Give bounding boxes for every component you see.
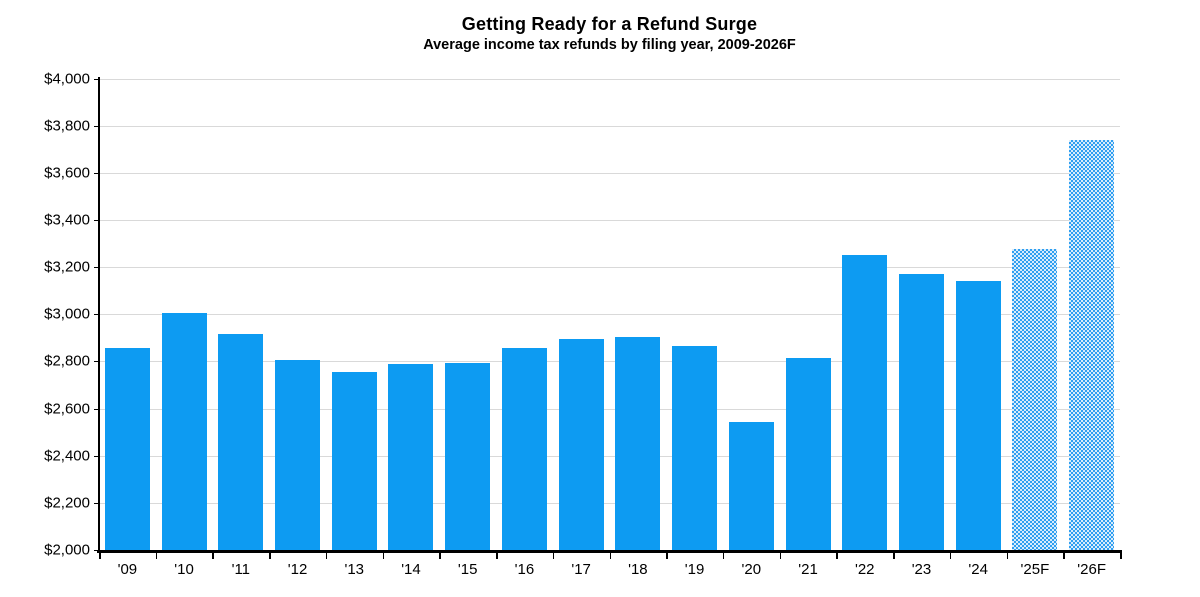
x-axis-tick: [325, 552, 328, 559]
bar-22: [842, 255, 888, 550]
x-axis-tick: [155, 552, 158, 559]
bar-11: [218, 334, 264, 550]
x-axis-tick: [269, 552, 271, 559]
bar-23: [898, 274, 944, 550]
bar-18: [615, 336, 661, 550]
chart-subtitle: Average income tax refunds by filing yea…: [423, 37, 796, 53]
y-axis-tick: [94, 455, 100, 457]
x-axis-label: '22: [854, 561, 875, 578]
x-axis-label: '12: [287, 561, 308, 578]
bar-26F: [1069, 139, 1115, 550]
y-axis-label: $3,400: [44, 211, 90, 229]
bar-10: [161, 313, 207, 550]
y-axis-tick: [94, 219, 100, 221]
x-axis-tick: [439, 552, 441, 559]
y-axis-label: $4,000: [44, 70, 90, 87]
x-axis-tick: [382, 552, 385, 559]
y-axis-label: $2,400: [44, 447, 90, 465]
y-axis-tick: [94, 125, 100, 127]
y-axis-label: $3,200: [44, 258, 90, 276]
gridline: [99, 78, 1120, 80]
bar-24: [955, 281, 1001, 550]
gridline: [99, 125, 1120, 127]
y-axis-tick: [94, 172, 100, 174]
x-axis-label: '23: [911, 561, 932, 578]
y-axis-label: $3,600: [44, 164, 90, 182]
x-axis-label: '09: [117, 561, 138, 578]
bar-21: [785, 357, 831, 550]
y-axis-tick: [94, 78, 100, 80]
chart-title: Getting Ready for a Refund Surge: [461, 14, 758, 34]
gridline: [99, 267, 1120, 269]
bar-19: [672, 346, 718, 550]
x-axis-tick: [949, 552, 952, 559]
x-axis-label: '26F: [1077, 561, 1106, 578]
x-axis-tick: [779, 552, 782, 559]
x-axis-label: '15: [457, 561, 478, 578]
gridline: [99, 172, 1120, 174]
x-axis-label: '18: [628, 561, 648, 578]
x-axis-tick: [836, 552, 838, 559]
bar-15: [445, 362, 491, 550]
x-axis-label: '14: [401, 561, 421, 578]
bar-09: [104, 348, 150, 550]
y-axis-tick: [94, 267, 100, 269]
gridline: [99, 455, 1120, 457]
y-axis-line: [98, 76, 100, 552]
x-axis-tick: [99, 552, 101, 559]
bar-13: [331, 372, 377, 550]
x-axis-tick: [722, 552, 725, 559]
x-axis-tick: [1006, 552, 1009, 559]
x-axis-tick: [609, 552, 611, 559]
y-axis-tick: [94, 502, 100, 504]
y-axis-tick: [94, 314, 100, 316]
y-axis-label: $3,000: [44, 305, 90, 323]
bar-16: [501, 348, 547, 550]
y-axis-tick: [94, 361, 100, 363]
y-axis-label: $2,000: [44, 541, 90, 559]
gridline: [99, 219, 1120, 221]
y-axis-label: $2,600: [44, 400, 90, 418]
x-axis-label: '10: [174, 561, 194, 578]
x-axis-label: '11: [231, 561, 251, 578]
gridline: [99, 314, 1120, 316]
bar-20: [728, 421, 774, 550]
bar-25F: [1012, 249, 1058, 550]
x-axis-label: '21: [798, 561, 818, 578]
bar-12: [275, 360, 321, 550]
x-axis-tick: [666, 552, 668, 559]
x-axis-label: '17: [571, 561, 591, 578]
y-axis-label: $3,800: [44, 117, 90, 135]
x-axis-tick: [212, 552, 214, 559]
x-axis-label: '20: [741, 561, 762, 578]
bar-17: [558, 339, 604, 550]
x-axis-tick: [1120, 552, 1122, 559]
y-axis-label: $2,800: [44, 352, 90, 370]
gridline: [99, 502, 1120, 504]
x-axis-label: '24: [968, 561, 988, 578]
gridline: [99, 408, 1120, 410]
x-axis-tick: [893, 552, 895, 559]
x-axis-tick: [1063, 552, 1065, 559]
x-axis-tick: [496, 552, 498, 559]
x-axis-label: '16: [514, 561, 535, 578]
y-axis-tick: [94, 408, 100, 410]
x-axis-tick: [552, 552, 555, 559]
gridline: [99, 361, 1120, 363]
x-axis-label: '19: [684, 561, 705, 578]
x-axis-line: [97, 550, 1122, 553]
y-axis-label: $2,200: [44, 494, 90, 512]
x-axis-label: '13: [344, 561, 365, 578]
x-axis-label: '25F: [1020, 561, 1050, 578]
bar-14: [388, 363, 434, 550]
